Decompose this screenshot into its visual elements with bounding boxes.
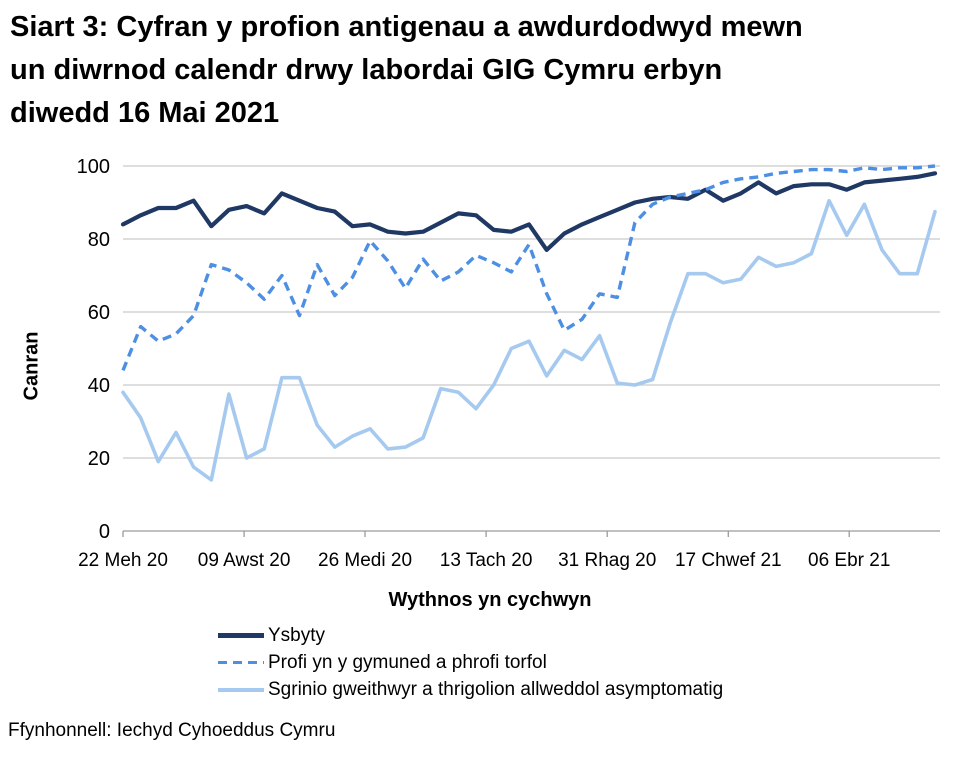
x-tick-label: 09 Awst 20	[198, 550, 291, 571]
y-tick-label: 0	[99, 521, 110, 543]
legend: Ysbyty Profi yn y gymuned a phrofi torfo…	[218, 622, 723, 703]
x-axis-title: Wythnos yn cychwyn	[388, 589, 592, 611]
chart-title: Siart 3: Cyfran y profion antigenau a aw…	[10, 6, 960, 135]
series-line-0	[120, 171, 938, 252]
source-note: Ffynhonnell: Iechyd Cyhoeddus Cymru	[8, 720, 336, 741]
legend-label: Profi yn y gymuned a phrofi torfol	[268, 651, 547, 673]
chart-title-line-1: Siart 3: Cyfran y profion antigenau a aw…	[10, 11, 803, 43]
legend-label: Ysbyty	[268, 624, 326, 646]
y-tick-label: 60	[88, 302, 110, 324]
x-tick-label: 22 Meh 20	[78, 550, 168, 571]
chart-title-line-3: diwedd 16 Mai 2021	[10, 97, 280, 129]
y-tick-label: 100	[77, 156, 110, 178]
x-tick-label: 17 Chwef 21	[675, 550, 782, 571]
x-tick-label: 06 Ebr 21	[808, 550, 890, 571]
series-line-1	[121, 164, 936, 372]
legend-item-sgrinio: Sgrinio gweithwyr a thrigolion allweddol…	[218, 676, 723, 703]
y-tick-label: 40	[88, 375, 110, 397]
y-tick-label: 80	[88, 229, 110, 251]
series-line-2	[121, 198, 937, 482]
legend-sample-profi-line	[218, 660, 264, 665]
legend-sample-sgrinio-line	[218, 687, 264, 692]
chart-title-line-2: un diwrnod calendr drwy labordai GIG Cym…	[10, 54, 723, 86]
x-tick-label: 26 Medi 20	[318, 550, 412, 571]
y-tick-label: 20	[88, 448, 110, 470]
legend-item-profi: Profi yn y gymuned a phrofi torfol	[218, 649, 723, 676]
legend-sample-ysbyty-line	[218, 633, 264, 638]
x-tick-label: 13 Tach 20	[440, 550, 533, 571]
x-tick-label: 31 Rhag 20	[558, 550, 656, 571]
y-axis-title: Canran	[20, 331, 43, 401]
legend-item-ysbyty: Ysbyty	[218, 622, 723, 649]
legend-label: Sgrinio gweithwyr a thrigolion allweddol…	[268, 678, 724, 700]
